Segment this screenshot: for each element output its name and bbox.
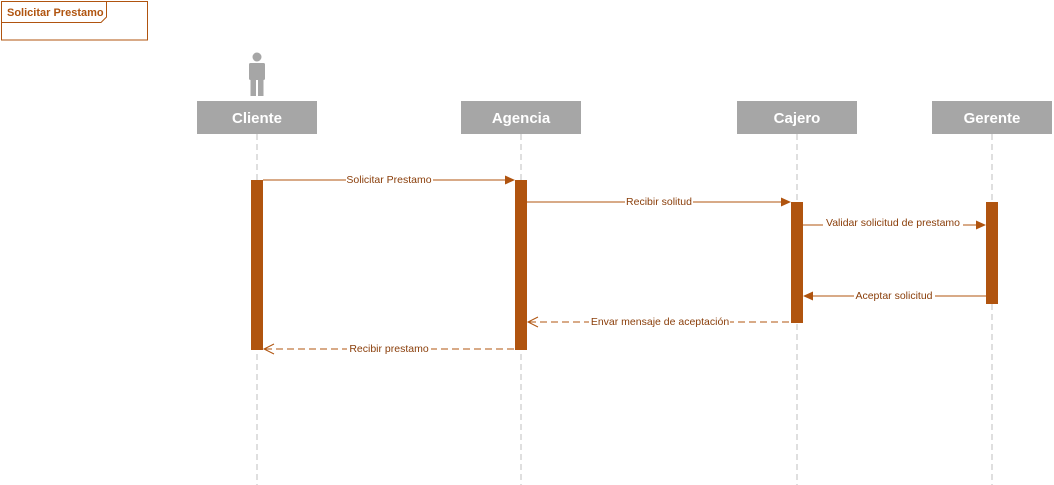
message-label: Solicitar Prestamo <box>346 174 431 186</box>
lifeline-head-cajero: Cajero <box>737 101 857 134</box>
activation-bar-cliente <box>251 180 263 350</box>
activation-bar-gerente <box>986 202 998 304</box>
lifeline-label-agencia: Agencia <box>492 110 551 127</box>
messages: Solicitar Prestamo Recibir solitud Valid… <box>262 173 986 355</box>
lifeline-heads: Cliente Agencia Cajero Gerente <box>197 101 1052 134</box>
message-recibir-solitud: Recibir solitud <box>527 195 791 208</box>
message-label: Envar mensaje de aceptación <box>591 316 729 328</box>
message-label: Recibir solitud <box>626 196 692 208</box>
activation-bar-cajero <box>791 202 803 323</box>
actor-icon <box>249 52 265 96</box>
lifelines <box>256 134 993 485</box>
activation-bars <box>251 180 998 350</box>
message-validar-solicitud: Validar solicitud de prestamo <box>803 216 986 230</box>
activation-bar-agencia <box>515 180 527 350</box>
message-solicitar-prestamo: Solicitar Prestamo <box>263 173 515 186</box>
message-recibir-prestamo: Recibir prestamo <box>262 342 515 355</box>
message-label: Recibir prestamo <box>349 343 429 355</box>
lifeline-label-cajero: Cajero <box>774 110 821 127</box>
frame-title: Solicitar Prestamo <box>7 7 104 19</box>
diagram-frame: Solicitar Prestamo <box>1 1 148 41</box>
message-label: Validar solicitud de prestamo <box>826 217 960 229</box>
message-label: Aceptar solicitud <box>855 290 932 302</box>
message-envar-mensaje: Envar mensaje de aceptación <box>526 315 791 328</box>
lifeline-head-cliente: Cliente <box>197 101 317 134</box>
lifeline-head-gerente: Gerente <box>932 101 1052 134</box>
lifeline-label-gerente: Gerente <box>964 110 1021 127</box>
lifeline-head-agencia: Agencia <box>461 101 581 134</box>
message-aceptar-solicitud: Aceptar solicitud <box>803 289 986 302</box>
lifeline-label-cliente: Cliente <box>232 110 282 127</box>
